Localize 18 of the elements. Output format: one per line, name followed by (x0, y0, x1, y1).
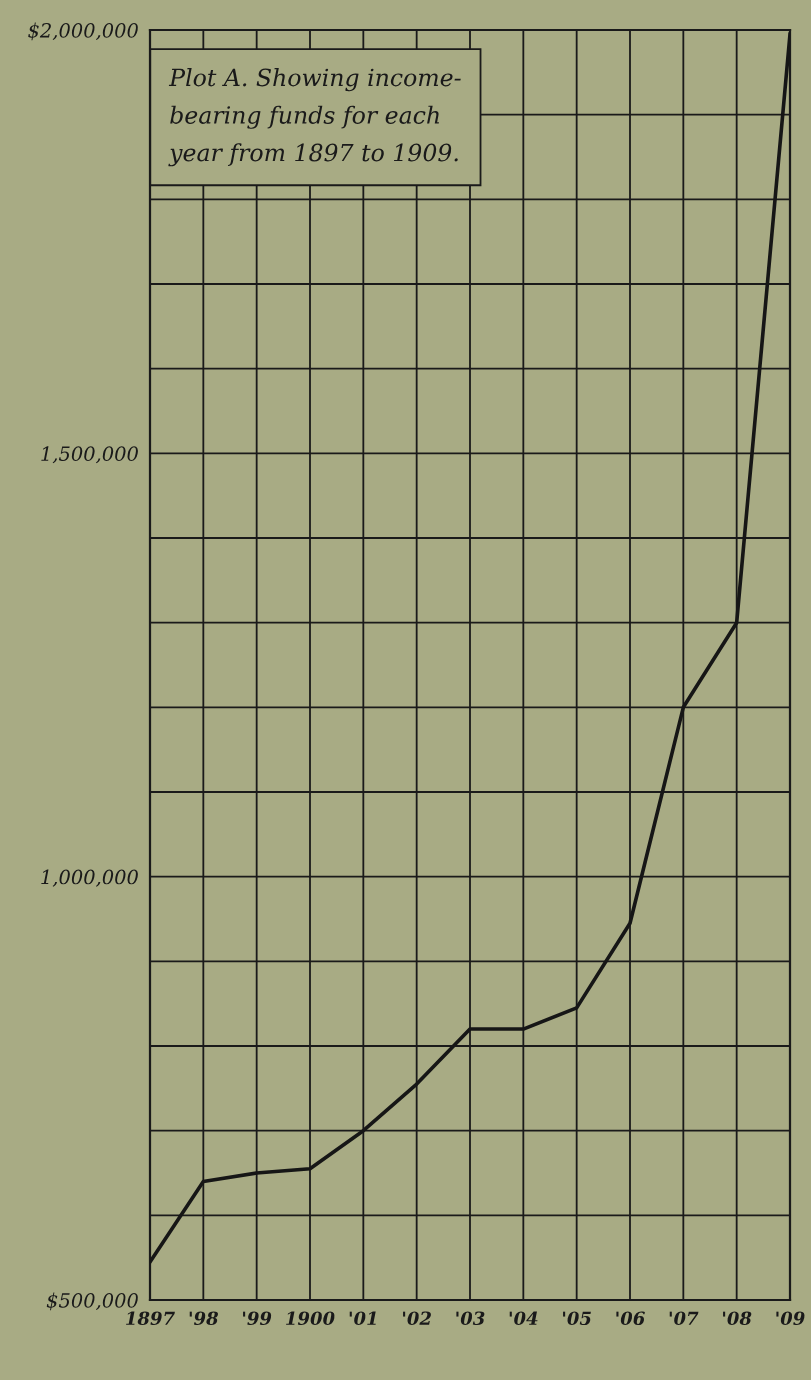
y-tick-label: 1,000,000 (41, 869, 138, 887)
x-tick-label: '99 (243, 1311, 272, 1326)
x-tick-label: '03 (456, 1311, 485, 1326)
x-tick-label: '06 (616, 1311, 645, 1326)
x-tick-label: 1900 (286, 1311, 335, 1326)
x-tick-label: '01 (349, 1311, 376, 1326)
x-tick-label: '05 (563, 1311, 591, 1326)
x-tick-label: '08 (723, 1311, 752, 1326)
y-tick-label: $500,000 (46, 1292, 138, 1311)
text: Plot A. Showing income- bearing funds for each year from 1897 to 1909. (168, 68, 461, 167)
x-tick-label: '07 (669, 1311, 699, 1326)
y-tick-label: 1,500,000 (41, 446, 138, 464)
x-tick-label: '04 (509, 1311, 538, 1326)
x-tick-label: '98 (189, 1311, 218, 1326)
x-tick-label: '02 (403, 1311, 431, 1326)
x-tick-label: 1897 (126, 1311, 175, 1326)
x-tick-label: '09 (776, 1311, 805, 1326)
y-tick-label: $2,000,000 (28, 22, 138, 41)
